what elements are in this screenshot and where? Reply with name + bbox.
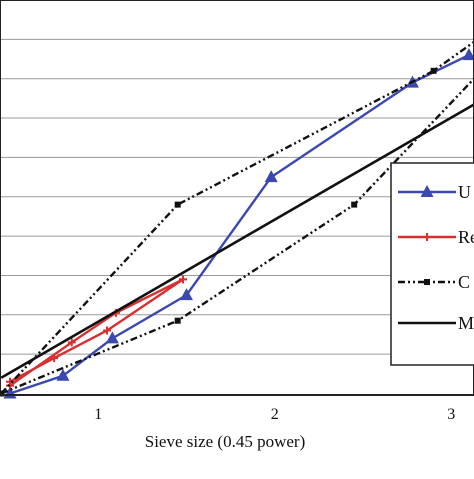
x-tick-label-2: 2 bbox=[271, 406, 279, 423]
legend-marker-c bbox=[424, 279, 430, 285]
legend-label-re: Re bbox=[458, 227, 474, 247]
series-c-3-point-1 bbox=[174, 201, 181, 208]
legend-label-c: C bbox=[458, 272, 470, 292]
series-c-4-point-2 bbox=[351, 201, 358, 208]
series-c-4-point-0 bbox=[0, 390, 5, 397]
series-c-4-line bbox=[0, 76, 474, 395]
legend-label-ma: Ma bbox=[458, 313, 474, 333]
series-re-2-point-3 bbox=[178, 275, 187, 284]
legend-marker-u bbox=[420, 185, 434, 197]
grid-layer bbox=[0, 38, 474, 355]
series-re-2-line bbox=[9, 278, 184, 387]
legend-marker-re bbox=[423, 233, 431, 241]
series-u-0-point-1 bbox=[56, 368, 70, 381]
series-u-0-point-2 bbox=[105, 331, 119, 344]
x-tick-label-1: 1 bbox=[94, 406, 102, 423]
legend-label-u: U bbox=[458, 182, 471, 202]
x-axis-label: Sieve size (0.45 power) bbox=[145, 432, 306, 451]
series-re-2-point-1 bbox=[67, 338, 76, 347]
series-layer bbox=[0, 40, 474, 399]
legend: U Re C Ma bbox=[390, 162, 474, 366]
series-ma-5-line bbox=[0, 102, 474, 379]
series-u-0-point-3 bbox=[180, 288, 193, 301]
series-c-3-line bbox=[0, 40, 474, 395]
axis-layer bbox=[0, 0, 474, 396]
series-u-0-point-4 bbox=[264, 170, 278, 183]
plot-frame bbox=[0, 0, 474, 396]
series-c-3-point-2 bbox=[430, 67, 437, 74]
tick-layer: 1 2 3 bbox=[94, 406, 455, 423]
series-u-0-point-6 bbox=[462, 48, 474, 61]
x-tick-label-3: 3 bbox=[447, 406, 455, 423]
series-c-4-point-1 bbox=[174, 317, 181, 324]
series-re-1-point-2 bbox=[103, 326, 112, 335]
